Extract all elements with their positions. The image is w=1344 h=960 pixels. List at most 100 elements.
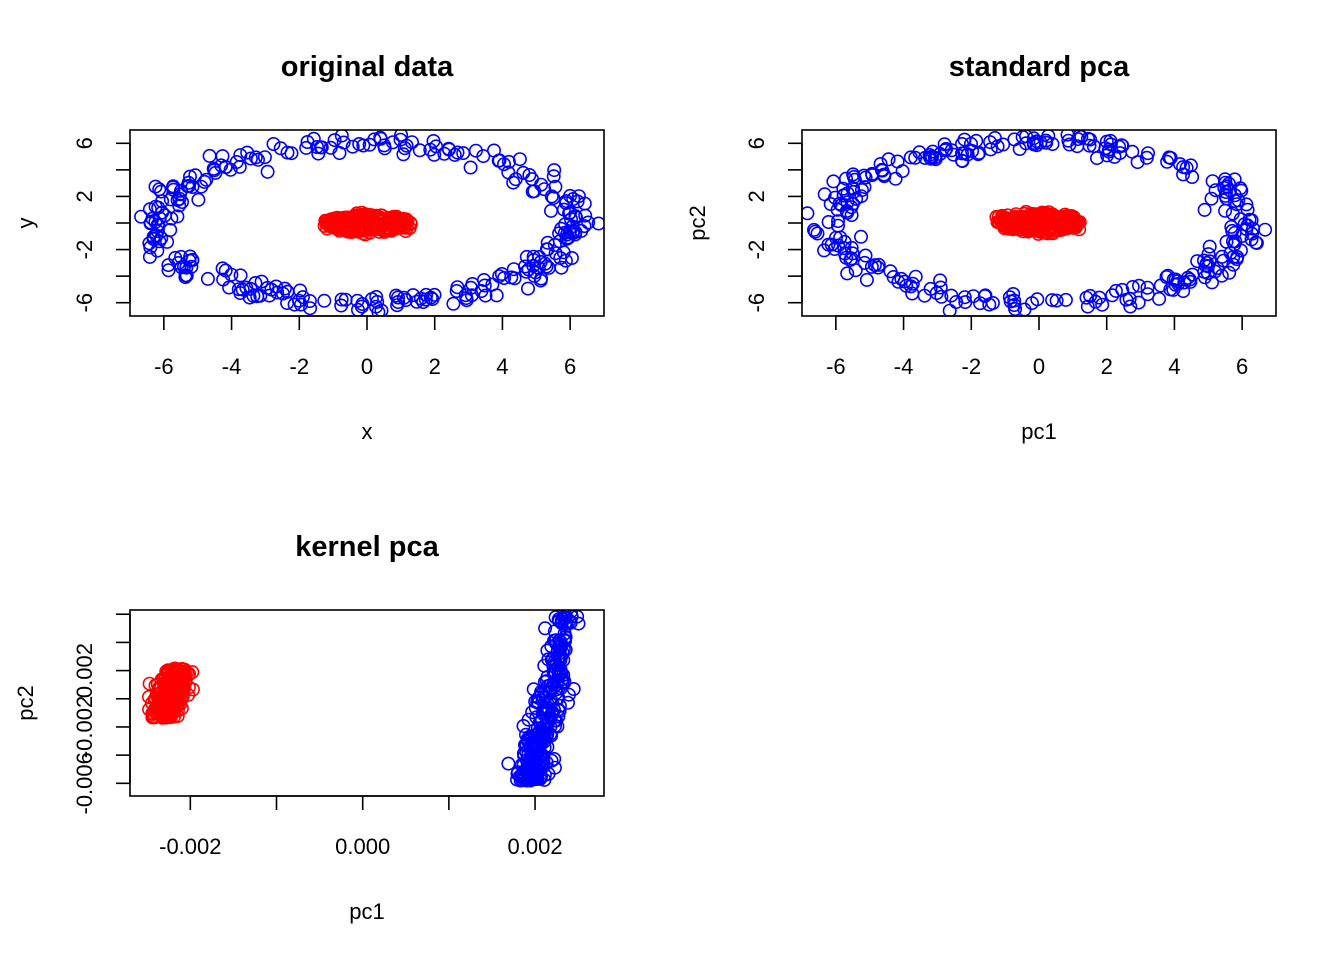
data-point <box>857 168 872 183</box>
data-point <box>836 181 851 196</box>
data-point <box>332 222 347 237</box>
data-point <box>890 154 905 169</box>
data-point <box>539 242 554 257</box>
data-point <box>519 744 534 759</box>
y-tick-label: 6 <box>72 137 97 149</box>
data-point <box>1090 151 1105 166</box>
data-point <box>544 189 559 204</box>
data-point <box>180 665 195 680</box>
data-point <box>1168 277 1183 292</box>
data-point <box>321 215 336 230</box>
data-point <box>334 292 349 307</box>
data-point <box>821 237 836 252</box>
data-point <box>1130 155 1145 170</box>
data-point <box>183 169 198 184</box>
data-point <box>1223 246 1238 261</box>
data-point <box>146 709 161 724</box>
data-point <box>1041 214 1056 229</box>
data-point <box>563 615 578 630</box>
data-point <box>194 179 209 194</box>
data-point <box>840 266 855 281</box>
data-point <box>810 226 825 241</box>
data-point <box>558 642 573 657</box>
data-point <box>1246 221 1261 236</box>
data-point <box>350 293 365 308</box>
data-point <box>427 147 442 162</box>
data-point <box>1205 275 1220 290</box>
data-point <box>1216 253 1231 268</box>
data-point <box>449 283 464 298</box>
data-point <box>150 224 165 239</box>
data-point <box>846 167 861 182</box>
data-point <box>830 214 845 229</box>
data-point <box>232 159 247 174</box>
y-tick-label: -0.002 <box>72 696 97 758</box>
data-point <box>508 172 523 187</box>
data-point <box>817 187 832 202</box>
data-point <box>837 246 852 261</box>
data-point <box>972 145 987 160</box>
data-point <box>517 259 532 274</box>
data-point <box>990 139 1005 154</box>
data-point <box>313 140 328 155</box>
x-axis: -6 -4 -2 0 2 4 6 <box>826 315 1248 379</box>
data-point <box>266 137 281 152</box>
data-point <box>418 292 433 307</box>
data-point <box>520 734 535 749</box>
data-point <box>558 196 573 211</box>
data-point <box>549 657 564 672</box>
data-point <box>497 270 512 285</box>
data-point <box>546 191 561 206</box>
data-point <box>168 673 183 688</box>
data-point <box>168 250 183 265</box>
data-point <box>202 148 217 163</box>
data-point <box>858 248 873 263</box>
x-tick-label: 6 <box>564 354 576 379</box>
data-point <box>369 289 384 304</box>
data-point <box>1173 157 1188 172</box>
data-point <box>161 263 176 278</box>
x-tick-label: 0 <box>1033 354 1045 379</box>
y-axis: -6 -2 2 6 <box>72 137 131 312</box>
y-tick-label: 0.002 <box>72 643 97 698</box>
data-point <box>571 616 586 631</box>
data-point <box>496 157 511 172</box>
data-point <box>246 288 261 303</box>
data-point <box>1245 226 1260 241</box>
x-tick-label: -2 <box>962 354 982 379</box>
data-point <box>533 771 548 786</box>
data-point <box>1201 247 1216 262</box>
data-point <box>412 143 427 158</box>
x-axis: -6 -4 -2 0 2 4 6 <box>154 315 576 379</box>
data-point <box>894 271 909 286</box>
data-point <box>409 294 424 309</box>
data-point <box>563 188 578 203</box>
data-point <box>1067 217 1082 232</box>
data-point <box>844 208 859 223</box>
data-point <box>264 282 279 297</box>
data-point <box>544 753 559 768</box>
data-point <box>251 152 266 167</box>
data-point <box>867 258 882 273</box>
data-point <box>1020 210 1035 225</box>
data-point <box>206 161 221 176</box>
data-point <box>1141 146 1156 161</box>
data-point <box>163 223 178 238</box>
x-tick-label: -6 <box>154 354 174 379</box>
data-point <box>524 760 539 775</box>
data-point <box>1122 291 1137 306</box>
data-point <box>1008 301 1023 316</box>
data-point <box>1242 212 1257 227</box>
data-point <box>846 181 861 196</box>
data-point <box>591 216 604 231</box>
data-point <box>802 206 815 221</box>
data-point <box>922 150 937 165</box>
data-point <box>839 203 854 218</box>
data-point <box>260 164 275 179</box>
data-point <box>1030 292 1045 307</box>
data-point <box>1162 150 1177 165</box>
x-tick-label: 6 <box>1236 354 1248 379</box>
data-point <box>437 146 452 161</box>
data-point <box>827 190 842 205</box>
data-point <box>1035 205 1050 220</box>
